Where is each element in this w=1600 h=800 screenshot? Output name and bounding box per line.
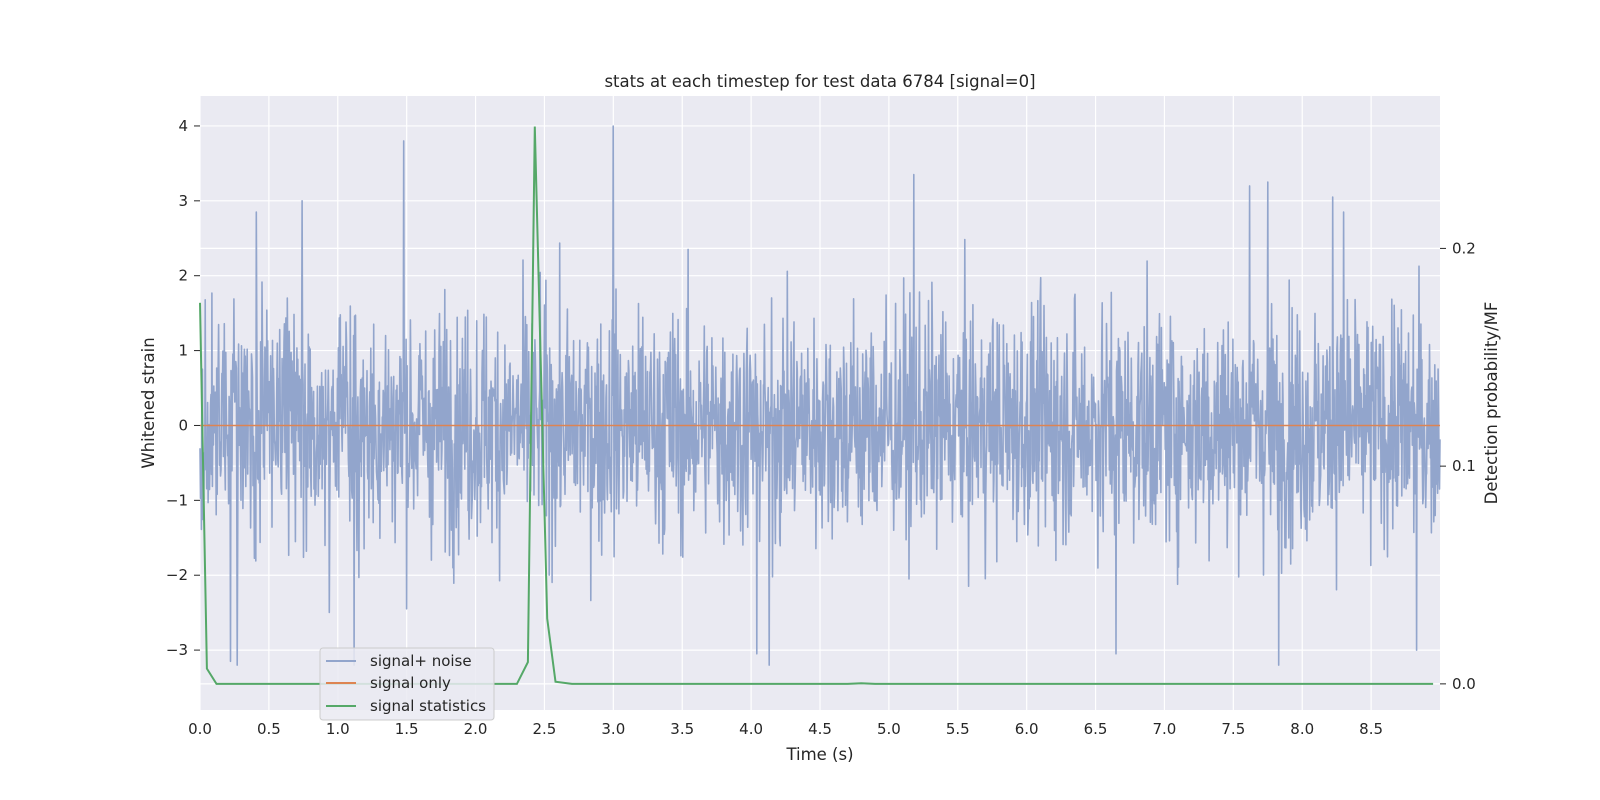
y-tick-label: 1 — [178, 342, 188, 360]
x-tick-label: 8.0 — [1290, 720, 1314, 738]
y-tick-label: −2 — [166, 566, 188, 584]
x-tick-label: 4.0 — [739, 720, 763, 738]
legend-label-signal-statistics: signal statistics — [370, 697, 486, 715]
series-layer — [199, 125, 1441, 685]
x-tick-label: 3.5 — [670, 720, 694, 738]
y-right-tick-label: 0.0 — [1452, 675, 1476, 693]
y-tick-label: 2 — [178, 267, 188, 285]
x-axis-label: Time (s) — [785, 745, 853, 764]
legend-label-signal-noise: signal+ noise — [370, 652, 472, 670]
x-tick-label: 5.5 — [946, 720, 970, 738]
y-tick-label: −1 — [166, 491, 188, 509]
x-tick-label: 7.0 — [1153, 720, 1177, 738]
x-tick-label: 1.0 — [326, 720, 350, 738]
x-tick-label: 7.5 — [1221, 720, 1245, 738]
chart-title: stats at each timestep for test data 678… — [604, 72, 1035, 91]
x-tick-label: 6.5 — [1084, 720, 1108, 738]
y-tick-label: 4 — [178, 117, 188, 135]
x-tick-label: 2.5 — [533, 720, 557, 738]
x-tick-label: 8.5 — [1359, 720, 1383, 738]
y-right-tick-label: 0.1 — [1452, 457, 1476, 475]
series-signal-noise — [199, 125, 1441, 666]
x-tick-label: 2.0 — [464, 720, 488, 738]
ticks: 0.0 0.5 1.0 1.5 2.0 2.5 3.0 3.5 4.0 4.5 5.0 5.5 6.0 6… — [166, 117, 1476, 738]
legend-box — [319, 647, 495, 721]
legend: signal+ noise signal only signal statist… — [319, 647, 495, 721]
x-tick-label: 0.0 — [188, 720, 212, 738]
series-signal-statistics — [199, 126, 1434, 685]
x-tick-label: 3.0 — [601, 720, 625, 738]
y-axis-label: Whitened strain — [139, 337, 158, 468]
x-tick-label: 0.5 — [257, 720, 281, 738]
y-tick-label: 0 — [178, 416, 188, 434]
x-tick-label: 6.0 — [1015, 720, 1039, 738]
y-axis-right-label: Detection probability/MF — [1482, 302, 1501, 505]
x-tick-label: 4.5 — [808, 720, 832, 738]
y-right-tick-label: 0.2 — [1452, 239, 1476, 257]
y-tick-label: 3 — [178, 192, 188, 210]
x-tick-label: 5.0 — [877, 720, 901, 738]
y-tick-label: −3 — [166, 641, 188, 659]
x-tick-label: 1.5 — [395, 720, 419, 738]
legend-label-signal-only: signal only — [370, 674, 451, 692]
